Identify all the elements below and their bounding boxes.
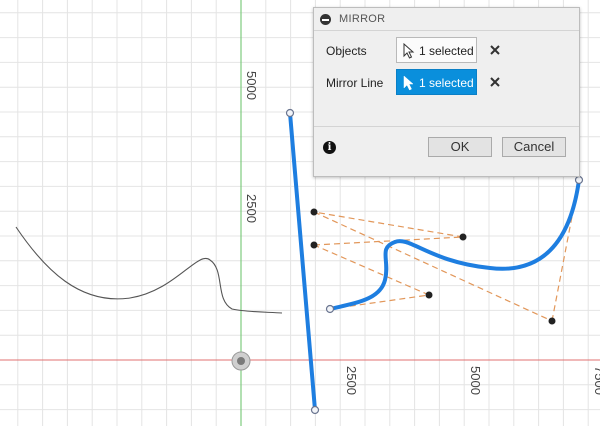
endpoint: [310, 405, 320, 415]
endpoint: [325, 304, 335, 314]
y-tick-label: 5000: [244, 71, 259, 100]
x-tick-label: 2500: [344, 366, 359, 395]
clear-mirror-line-icon[interactable]: [489, 76, 501, 88]
collapse-icon[interactable]: [320, 14, 331, 25]
endpoint: [285, 108, 295, 118]
control-point: [425, 291, 433, 299]
x-tick-label: 7500: [592, 366, 600, 395]
origin-icon[interactable]: [231, 351, 251, 371]
cancel-button[interactable]: Cancel: [502, 137, 566, 157]
mirror-line-selection-value: 1 selected: [419, 76, 474, 90]
control-point: [310, 208, 318, 216]
control-points[interactable]: [310, 208, 556, 325]
mirror-line[interactable]: [288, 111, 317, 412]
mirror-line-label: Mirror Line: [326, 76, 384, 90]
objects-selection-button[interactable]: 1 selected: [396, 37, 477, 63]
control-point: [310, 241, 318, 249]
y-tick-label: 2500: [244, 194, 259, 223]
ok-button[interactable]: OK: [428, 137, 492, 157]
objects-selection-value: 1 selected: [419, 44, 474, 58]
cursor-icon: [403, 43, 415, 59]
dialog-separator: [314, 126, 579, 127]
dialog-title: MIRROR: [339, 13, 386, 25]
x-tick-label: 5000: [468, 366, 483, 395]
dialog-header: MIRROR: [314, 8, 579, 31]
mirror-dialog: MIRROR Objects 1 selected Mirror Line 1 …: [313, 7, 580, 177]
control-point: [459, 233, 467, 241]
sketch-curve[interactable]: [15, 226, 283, 314]
info-icon[interactable]: i: [323, 141, 336, 154]
control-polygon: [313, 179, 580, 322]
objects-label: Objects: [326, 44, 367, 58]
cursor-icon: [403, 75, 414, 91]
mirror-line-selection-button[interactable]: 1 selected: [396, 69, 477, 95]
control-point: [548, 317, 556, 325]
endpoint: [574, 175, 584, 185]
endpoints[interactable]: [285, 108, 584, 415]
selected-spline[interactable]: [328, 178, 581, 311]
clear-objects-icon[interactable]: [489, 44, 501, 56]
